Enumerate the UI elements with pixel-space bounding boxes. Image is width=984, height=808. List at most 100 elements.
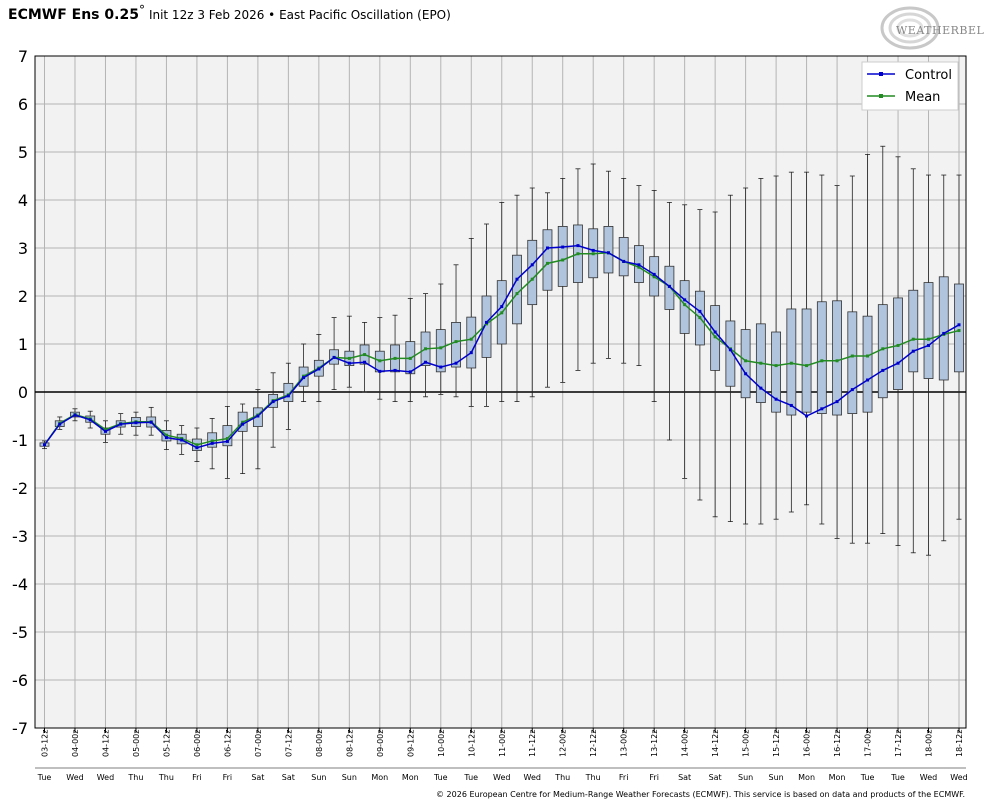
y-tick-label: -2 [12,479,28,498]
mean-point [820,359,824,363]
x-tick-label: 06-12z [223,730,232,757]
control-point [728,348,732,352]
x-tick-label: 13-12z [650,730,659,757]
control-point [43,443,46,447]
mean-point [759,361,763,365]
x-tick-label: 06-00z [193,730,202,757]
y-tick-label: 6 [18,95,28,114]
mean-point [530,277,534,281]
mean-point [713,335,717,339]
mean-point [103,427,107,431]
x-tick-label: 10-12z [467,730,476,757]
mean-point [241,420,245,424]
x-tick-label: 15-12z [772,730,781,757]
x-tick-label: 11-12z [528,730,537,757]
mean-point [805,364,809,368]
legend-control-label: Control [905,68,952,83]
mean-point [591,252,595,256]
mean-point [469,337,473,341]
control-point [774,397,778,401]
x-tick-label: 04-00z [71,730,80,757]
ensemble-box [512,254,522,325]
control-point [225,439,229,443]
control-point [652,272,656,276]
y-axis: -7 -6 -5 -4 -3 -2 -1 0 1 2 3 4 5 6 7 [12,47,28,738]
x-tick-label: 14-12z [711,730,720,757]
legend-control-marker [879,72,883,76]
day-label: Wed [920,773,937,782]
control-point [622,259,626,263]
y-tick-label: -4 [12,575,28,594]
day-label: Mon [402,773,419,782]
x-tick-label: 18-12z [955,730,964,757]
y-tick-label: 3 [18,239,28,258]
day-label: Thu [554,773,570,782]
y-tick-label: -6 [12,671,28,690]
mean-point [439,346,443,350]
ensemble-box [801,308,812,413]
ensemble-box [847,311,858,414]
y-tick-label: 1 [18,335,28,354]
control-point [363,360,367,364]
x-tick-label: 04-12z [101,730,110,757]
control-point [789,403,793,407]
control-point [942,331,946,335]
control-point [164,436,168,440]
mean-point [515,292,519,296]
control-point [58,422,62,426]
x-tick-label: 14-00z [681,730,690,757]
control-point [210,441,214,445]
control-point [286,394,290,398]
ensemble-box [877,304,888,399]
legend: Control Mean [861,61,959,111]
ensemble-box [557,225,568,287]
mean-point [210,439,214,443]
mean-point [378,359,382,363]
control-point [103,429,107,433]
ensemble-box [435,329,446,373]
control-point [88,418,92,422]
legend-mean-label: Mean [905,90,940,105]
control-point [500,305,504,309]
mean-point [164,433,168,437]
copyright-notice: © 2026 European Centre for Medium-Range … [436,790,965,799]
day-label: Wed [97,773,114,782]
y-tick-label: 4 [18,191,28,210]
mean-point [896,343,900,347]
x-tick-label: 09-00z [376,730,385,757]
ensemble-box [908,289,919,373]
ensemble-box [832,300,842,416]
mean-point [652,275,656,279]
control-point [667,284,671,288]
mean-point [683,303,687,307]
mean-point [545,261,549,265]
control-point [317,367,321,371]
control-point [485,320,489,324]
control-point [454,361,458,365]
x-tick-label: 08-00z [315,730,324,757]
y-tick-label: 5 [18,143,28,162]
x-tick-label: 03-12z [41,730,50,757]
day-label: Thu [158,773,174,782]
mean-point [561,258,565,262]
ensemble-box [481,295,492,358]
x-tick-label: 05-12z [162,730,171,757]
control-point [347,361,351,365]
day-label: Tue [37,773,52,782]
x-tick-label: 17-12z [894,730,903,757]
control-point [683,298,687,302]
ensemble-box [618,237,629,277]
control-point [866,378,870,382]
day-label: Sun [738,773,753,782]
x-tick-label: 12-00z [559,730,568,757]
control-point [530,263,534,267]
legend-mean-marker [879,94,883,98]
mean-point [927,337,931,341]
control-point [515,277,519,281]
mean-point [408,356,412,360]
mean-point [881,347,885,351]
day-label: Wed [66,773,83,782]
control-point [393,368,397,372]
x-tick-label: 11-00z [498,730,507,757]
x-tick-label: 13-00z [620,730,629,757]
